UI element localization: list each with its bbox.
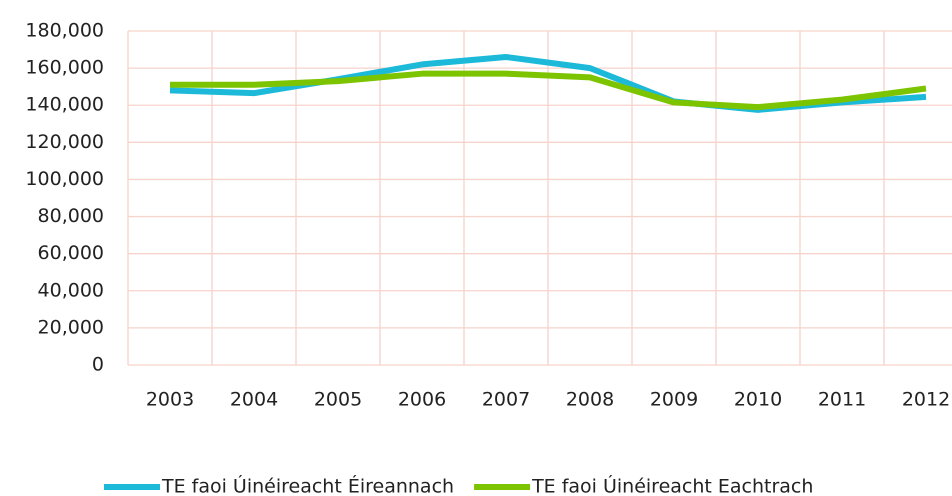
y-tick-label: 160,000: [25, 57, 104, 79]
y-tick-label: 120,000: [25, 131, 104, 153]
legend-label: TE faoi Úinéireacht Eachtrach: [531, 474, 813, 496]
y-tick-label: 80,000: [38, 205, 104, 227]
x-tick-label: 2004: [230, 389, 278, 411]
y-tick-label: 20,000: [38, 316, 104, 338]
x-tick-label: 2011: [818, 389, 866, 411]
y-tick-label: 140,000: [25, 94, 104, 116]
x-tick-label: 2007: [482, 389, 530, 411]
x-tick-label: 2010: [734, 389, 782, 411]
series-line: [170, 70, 927, 111]
x-tick-label: 2008: [566, 389, 614, 411]
x-tick-label: 2012: [902, 389, 950, 411]
legend-label: TE faoi Úinéireacht Éireannach: [161, 474, 454, 496]
x-tick-label: 2005: [314, 389, 362, 411]
y-tick-label: 180,000: [25, 20, 104, 42]
y-tick-label: 0: [92, 354, 104, 376]
x-tick-label: 2006: [398, 389, 446, 411]
y-tick-label: 60,000: [38, 242, 104, 264]
x-tick-label: 2003: [146, 389, 194, 411]
y-tick-label: 40,000: [38, 279, 104, 301]
x-tick-label: 2009: [650, 389, 698, 411]
y-tick-label: 100,000: [25, 168, 104, 190]
